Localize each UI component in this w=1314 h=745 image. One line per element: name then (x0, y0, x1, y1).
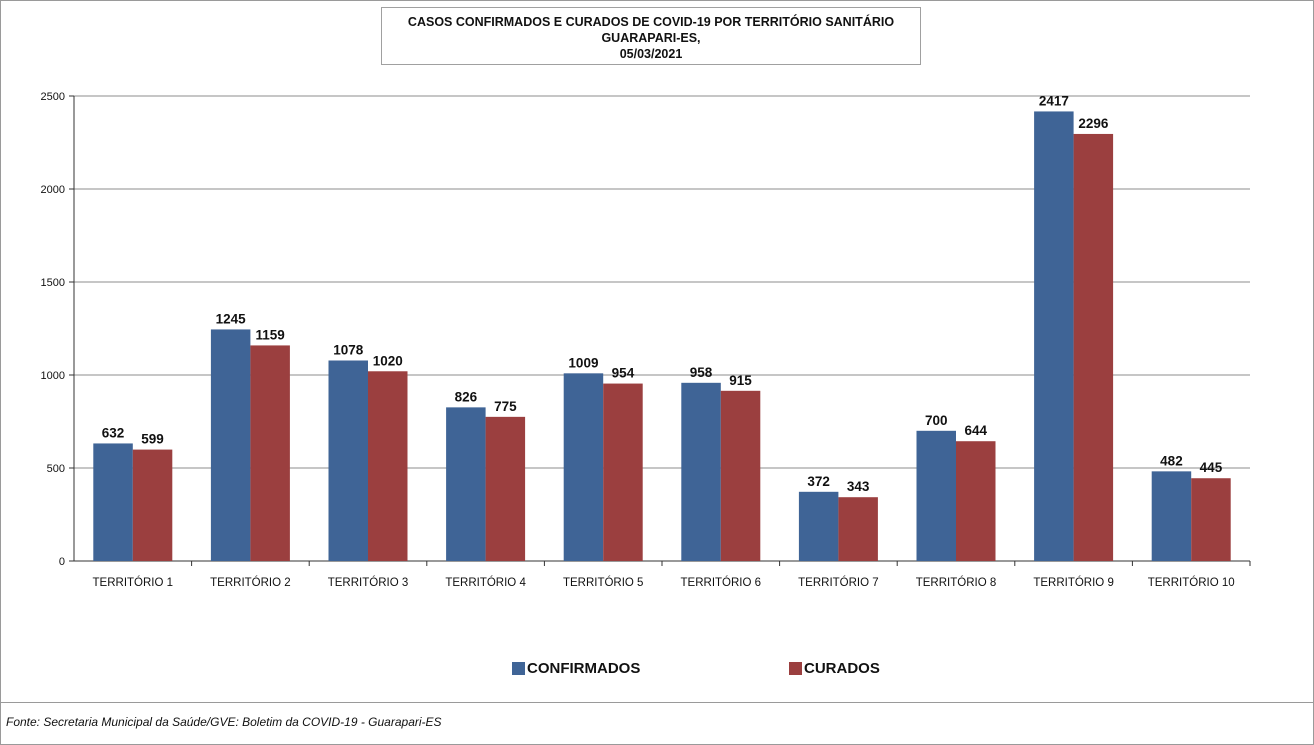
y-tick-label: 1500 (41, 277, 65, 289)
x-tick-label: TERRITÓRIO 3 (328, 576, 409, 589)
chart-title-line-1: CASOS CONFIRMADOS E CURADOS DE COVID-19 … (407, 15, 895, 29)
bar-curados (1073, 133, 1114, 561)
legend-swatch-confirmados (512, 662, 525, 675)
x-tick-label: TERRITÓRIO 9 (1033, 576, 1114, 589)
data-label: 954 (612, 366, 635, 381)
y-tick-label: 0 (59, 556, 65, 568)
bar-confirmados (93, 443, 133, 561)
x-tick-label: TERRITÓRIO 4 (445, 576, 526, 589)
data-label: 482 (1160, 453, 1183, 468)
chart-title-line-2: GUARAPARI-ES, (601, 31, 701, 45)
data-label: 2417 (1039, 93, 1069, 108)
bar-curados (838, 497, 878, 561)
x-tick-label: TERRITÓRIO 7 (798, 576, 879, 589)
bar-confirmados (328, 360, 368, 561)
data-label: 632 (102, 425, 125, 440)
chart-legend: CONFIRMADOS CURADOS (0, 660, 1314, 680)
bar-curados (250, 345, 290, 561)
data-label: 1159 (256, 327, 285, 342)
y-tick-label: 1000 (41, 370, 65, 382)
legend-swatch-curados (789, 662, 802, 675)
bar-confirmados (1151, 471, 1192, 561)
source-note: Fonte: Secretaria Municipal da Saúde/GVE… (6, 715, 442, 729)
chart-title-line-3: 05/03/2021 (619, 47, 683, 61)
bar-curados (485, 416, 526, 561)
legend-label-confirmados: CONFIRMADOS (527, 660, 641, 677)
x-tick-label: TERRITÓRIO 6 (681, 576, 762, 589)
bar-confirmados (916, 430, 956, 561)
x-tick-label: TERRITÓRIO 10 (1148, 576, 1235, 589)
bar-confirmados (798, 491, 839, 561)
data-label: 1245 (216, 311, 247, 326)
bar-confirmados (446, 407, 486, 561)
bar-curados (1191, 478, 1231, 561)
legend-label-curados: CURADOS (804, 660, 880, 677)
data-label: 775 (494, 399, 517, 414)
data-label: 1078 (333, 342, 364, 357)
data-label: 445 (1200, 460, 1223, 475)
data-label: 2296 (1078, 116, 1109, 131)
data-label: 372 (807, 474, 830, 489)
bar-curados (368, 371, 408, 561)
data-label: 599 (141, 432, 164, 447)
bar-curados (720, 390, 761, 561)
legend-item-curados: CURADOS (789, 660, 880, 677)
bar-curados (956, 441, 996, 561)
x-tick-label: TERRITÓRIO 8 (916, 576, 997, 589)
x-tick-label: TERRITÓRIO 2 (210, 576, 291, 589)
data-label: 1020 (373, 353, 403, 368)
data-label: 826 (455, 389, 478, 404)
data-label: 915 (729, 373, 752, 388)
footer-divider (0, 702, 1314, 703)
bar-curados (132, 449, 173, 561)
data-label: 644 (964, 423, 987, 438)
data-label: 343 (847, 479, 870, 494)
data-label: 1009 (568, 355, 598, 370)
y-tick-label: 2000 (41, 184, 65, 196)
x-tick-label: TERRITÓRIO 1 (93, 576, 174, 589)
bar-curados (603, 383, 643, 561)
bar-confirmados (563, 373, 604, 561)
bar-confirmados (210, 329, 251, 561)
bar-confirmados (1034, 111, 1074, 562)
data-label: 700 (925, 413, 948, 428)
x-tick-label: TERRITÓRIO 5 (563, 576, 644, 589)
data-label: 958 (690, 365, 713, 380)
y-tick-label: 2500 (41, 91, 65, 103)
y-tick-label: 500 (47, 463, 65, 475)
legend-item-confirmados: CONFIRMADOS (512, 660, 640, 677)
bar-confirmados (681, 382, 721, 561)
chart-title: CASOS CONFIRMADOS E CURADOS DE COVID-19 … (381, 7, 921, 65)
